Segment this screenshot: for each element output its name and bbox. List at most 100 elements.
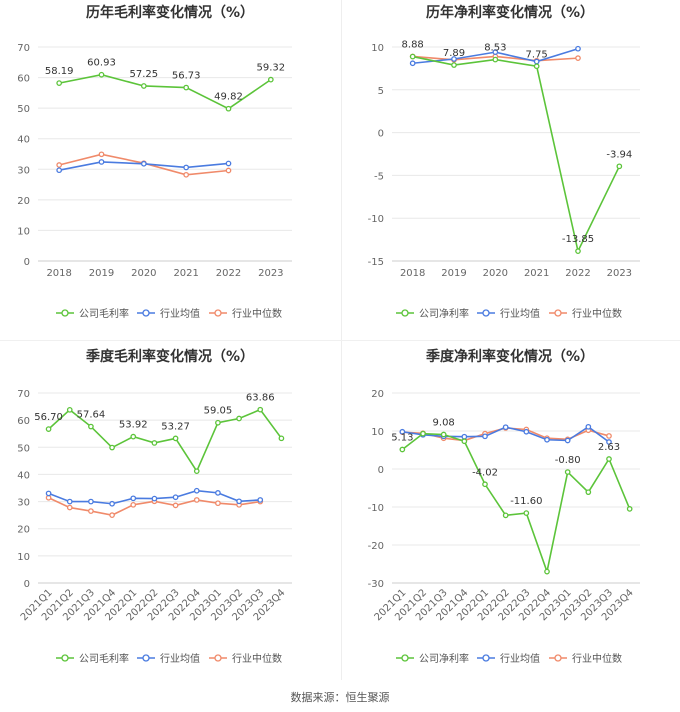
y-tick-label: 0 — [378, 465, 384, 476]
data-point — [215, 419, 221, 426]
data-point — [66, 504, 73, 511]
data-point — [88, 498, 94, 505]
chart-svg: -30-20-10010202021Q12021Q22021Q32021Q420… — [368, 389, 640, 665]
chart-title: 季度净利率变化情况（%） — [425, 349, 595, 365]
data-point — [420, 430, 426, 437]
data-point — [56, 167, 63, 174]
data-point — [130, 495, 137, 502]
data-point — [606, 456, 612, 462]
data-point — [533, 63, 540, 70]
y-tick-label: 60 — [17, 416, 30, 427]
y-tick-label: 10 — [17, 226, 30, 237]
chart-panel-quarterly-gross: 季度毛利率变化情况（%） 0 10 20 30 40 50 60 70 2021Q1 2021Q2… — [0, 340, 340, 685]
y-tick-label: 10 — [371, 43, 384, 54]
data-point — [451, 56, 457, 62]
data-point — [616, 163, 623, 170]
data-label: 8.88 — [402, 40, 424, 51]
data-label: -11.60 — [510, 496, 542, 507]
x-tick-label: 2021 — [173, 268, 198, 279]
legend-swatch-dot — [554, 309, 562, 317]
chart-panel-quarterly-net: 季度净利率变化情况（%） -30 -20 -10 0 10 20 2021Q1 2021Q2 2… — [340, 340, 680, 685]
data-point — [225, 160, 232, 167]
x-tick-label: 2019 — [89, 268, 114, 279]
data-point — [267, 76, 274, 83]
legend-label: 行业均值 — [500, 652, 540, 665]
legend-swatch-dot — [554, 654, 562, 662]
series-line — [412, 55, 621, 254]
data-label: 5.13 — [391, 433, 413, 444]
chart-title: 历年净利率变化情况（%） — [425, 5, 595, 21]
y-tick-label: 30 — [17, 498, 30, 509]
data-point — [409, 53, 416, 60]
data-point — [88, 423, 94, 430]
data-point — [544, 436, 550, 443]
data-point — [440, 431, 447, 438]
legend-label: 行业均值 — [500, 307, 540, 320]
legend-label: 公司毛利率 — [79, 307, 129, 320]
y-tick-label: 50 — [17, 443, 30, 454]
legend-swatch-dot — [142, 309, 150, 317]
chart-panel-annual-net: 历年净利率变化情况（%） -15 -10 -5 0 5 10 2018 2019 2020 202… — [340, 0, 680, 340]
legend-swatch-dot — [401, 654, 409, 662]
y-tick-label: 40 — [17, 135, 30, 146]
data-point — [492, 49, 499, 55]
y-tick-label: 0 — [24, 257, 30, 268]
data-point — [183, 171, 190, 178]
legend-label: 行业中位数 — [232, 307, 282, 320]
data-point — [225, 167, 232, 174]
data-point — [88, 508, 94, 514]
data-label: 8.53 — [484, 43, 506, 54]
data-point — [399, 446, 406, 453]
data-point — [544, 568, 550, 575]
data-point — [183, 164, 190, 171]
chart-panel-annual-gross: 历年毛利率变化情况（%） 0 10 20 30 40 50 60 70 2018 2019 2020… — [0, 0, 340, 340]
y-tick-label: -10 — [368, 503, 384, 514]
data-label: 63.86 — [246, 393, 275, 404]
data-point — [399, 428, 406, 435]
data-point — [98, 71, 105, 78]
legend-label: 行业中位数 — [232, 652, 282, 665]
legend-swatch-dot — [401, 309, 409, 317]
legend-swatch-dot — [482, 654, 490, 662]
data-point — [140, 160, 147, 167]
legend-label: 行业均值 — [160, 307, 200, 320]
y-tick-label: 5 — [378, 86, 384, 97]
horizontal-divider — [0, 340, 680, 341]
x-tick-label: 2023 — [607, 268, 632, 279]
y-tick-label: 0 — [378, 129, 384, 140]
y-tick-label: 70 — [17, 43, 30, 54]
chart-svg: 0102030405060702021Q12021Q22021Q32021Q42… — [17, 389, 292, 665]
data-point — [575, 55, 581, 61]
y-tick-label: 20 — [17, 196, 30, 207]
data-label: 53.27 — [161, 421, 190, 432]
legend-label: 公司净利率 — [419, 307, 469, 320]
data-point — [585, 489, 592, 496]
data-point — [140, 83, 147, 89]
data-point — [109, 444, 115, 451]
data-label: -3.94 — [606, 149, 632, 160]
data-label: 60.93 — [87, 58, 116, 69]
data-point — [172, 494, 179, 501]
data-point — [236, 415, 242, 422]
data-label: 7.89 — [443, 48, 465, 59]
y-tick-label: 70 — [17, 389, 30, 400]
data-point — [575, 45, 581, 52]
data-point — [56, 80, 63, 86]
data-point — [45, 426, 52, 432]
data-point — [451, 62, 457, 68]
y-tick-label: -30 — [368, 579, 384, 590]
x-tick-label: 2020 — [483, 268, 508, 279]
data-label: 59.05 — [204, 406, 233, 417]
y-tick-label: 30 — [17, 165, 30, 176]
data-point — [257, 406, 264, 413]
data-point — [606, 439, 612, 445]
data-point — [482, 433, 488, 440]
legend-label: 行业中位数 — [572, 652, 622, 665]
y-tick-label: 0 — [24, 579, 30, 590]
data-point — [575, 248, 581, 255]
x-tick-label: 2018 — [400, 268, 425, 279]
data-point — [172, 502, 179, 509]
y-tick-label: -10 — [368, 214, 384, 225]
legend-swatch-dot — [482, 309, 490, 317]
x-tick-label: 2023 — [258, 268, 283, 279]
